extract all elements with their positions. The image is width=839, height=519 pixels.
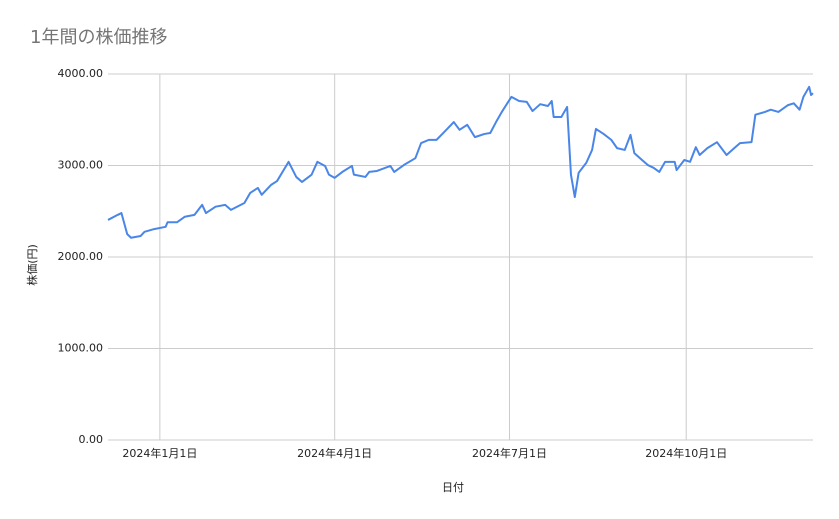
y-tick-label: 1000.00 [58, 342, 104, 355]
x-tick-label: 2024年10月1日 [645, 446, 727, 460]
data-line [107, 85, 814, 239]
x-tick-label: 2024年1月1日 [122, 446, 197, 460]
x-tick-label: 2024年7月1日 [472, 446, 547, 460]
chart-title: 1年間の株価推移 [30, 27, 167, 48]
x-tick-label: 2024年4月1日 [297, 446, 372, 460]
y-axis-label: 株価(円) [25, 244, 39, 286]
y-tick-label: 2000.00 [58, 250, 104, 263]
y-tick-label: 0.00 [79, 433, 104, 446]
y-tick-label: 3000.00 [58, 159, 104, 172]
x-axis-label: 日付 [442, 481, 464, 494]
y-tick-label: 4000.00 [58, 67, 104, 80]
